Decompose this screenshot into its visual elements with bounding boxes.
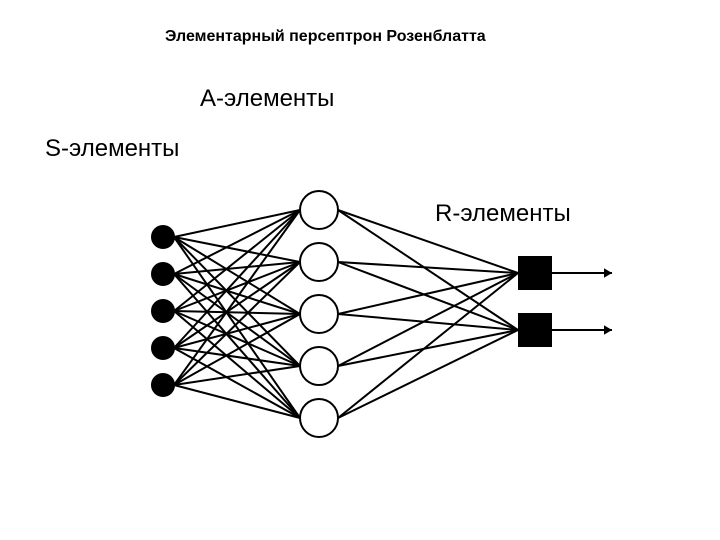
perceptron-diagram xyxy=(0,0,720,540)
